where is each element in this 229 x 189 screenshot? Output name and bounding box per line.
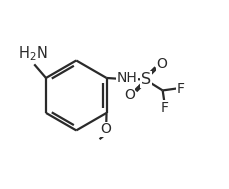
- Text: O: O: [123, 88, 134, 102]
- Text: NH: NH: [116, 71, 136, 85]
- Text: H$_2$N: H$_2$N: [18, 45, 47, 63]
- Text: S: S: [140, 72, 150, 87]
- Text: O: O: [100, 122, 111, 136]
- Text: F: F: [176, 81, 184, 96]
- Text: O: O: [156, 57, 167, 71]
- Text: F: F: [160, 101, 168, 115]
